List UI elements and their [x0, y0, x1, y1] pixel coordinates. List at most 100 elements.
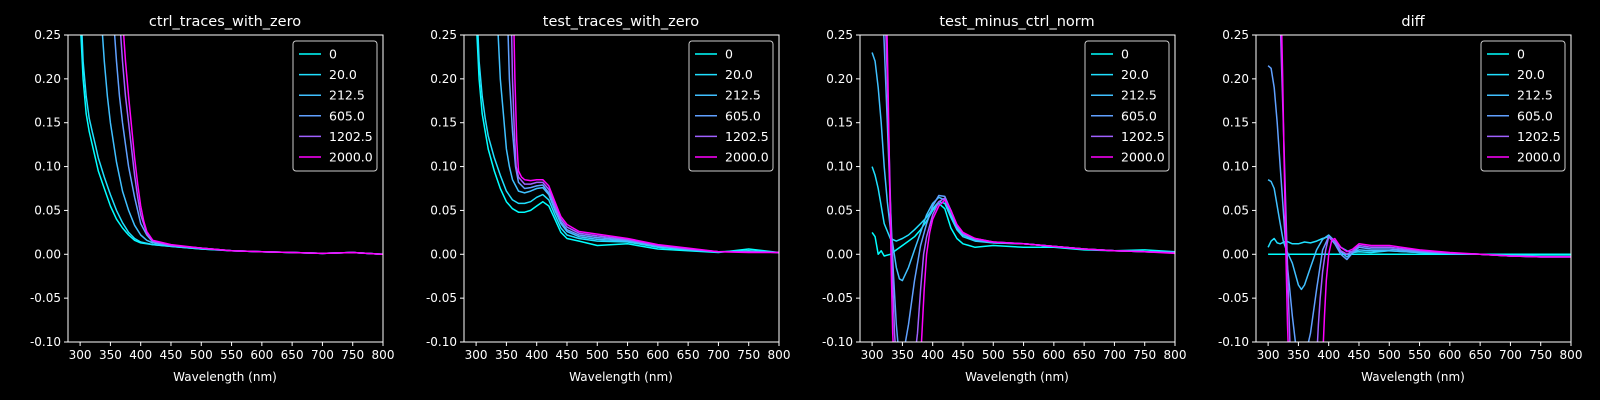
- y-tick-label: -0.05: [1218, 291, 1249, 305]
- x-tick-label: 350: [891, 348, 914, 362]
- y-tick-label: -0.05: [426, 291, 457, 305]
- series-line-2000.0: [513, 35, 779, 254]
- legend-entry: 1202.5: [1121, 129, 1165, 144]
- y-tick-label: 0.05: [34, 203, 61, 217]
- chart-panel-ctrl-traces: ctrl_traces_with_zero Wavelength (nm) 30…: [30, 14, 395, 384]
- x-tick-label: 300: [69, 348, 92, 362]
- x-tick-label: 800: [1560, 348, 1583, 362]
- legend-box: [1084, 40, 1170, 172]
- plot-frame: [859, 34, 1176, 343]
- x-tick-label: 350: [99, 348, 122, 362]
- legend-entry: 605.0: [329, 108, 365, 123]
- plot-frame: [67, 34, 384, 343]
- legend-box: [1480, 40, 1566, 172]
- legend-entry: 1202.5: [1517, 129, 1561, 144]
- legend-entry: 20.0: [725, 67, 753, 82]
- y-tick-label: 0.25: [34, 28, 61, 42]
- legend-entry: 212.5: [329, 88, 365, 103]
- x-tick-label: 450: [1348, 348, 1371, 362]
- x-tick-label: 450: [556, 348, 579, 362]
- series-group: [476, 35, 779, 254]
- x-tick-label: 750: [737, 348, 760, 362]
- x-tick-label: 500: [586, 348, 609, 362]
- x-tick-label: 400: [1317, 348, 1340, 362]
- chart-panel-test-minus-ctrl-norm: test_minus_ctrl_norm Wavelength (nm) 300…: [822, 14, 1187, 384]
- x-tick-label: 800: [1164, 348, 1187, 362]
- chart-title: test_traces_with_zero: [543, 14, 700, 30]
- x-tick-label: 500: [982, 348, 1005, 362]
- x-tick-label: 300: [465, 348, 488, 362]
- x-tick-label: 600: [1042, 348, 1065, 362]
- legend-entry: 1202.5: [725, 129, 769, 144]
- series-group: [1267, 35, 1571, 342]
- x-tick-label: 300: [1257, 348, 1280, 362]
- x-tick-label: 550: [1408, 348, 1431, 362]
- x-tick-label: 600: [646, 348, 669, 362]
- y-tick-label: -0.10: [30, 335, 61, 349]
- legend-entry: 0: [1517, 47, 1525, 62]
- x-tick-label: 500: [190, 348, 213, 362]
- y-tick-label: 0.00: [34, 247, 61, 261]
- x-tick-label: 600: [250, 348, 273, 362]
- series-line-2000.0: [1281, 35, 1571, 342]
- y-tick-label: -0.05: [30, 291, 61, 305]
- x-tick-label: 600: [1438, 348, 1461, 362]
- x-tick-label: 550: [1012, 348, 1035, 362]
- y-tick-label: 0.25: [826, 28, 853, 42]
- plot-frame: [463, 34, 780, 343]
- y-tick-label: 0.10: [34, 160, 61, 174]
- series-line-20.0: [477, 35, 779, 254]
- legend-entry: 212.5: [725, 88, 761, 103]
- legend-entry: 0: [1121, 47, 1129, 62]
- y-tick-label: 0.10: [826, 160, 853, 174]
- legend-entry: 0: [725, 47, 733, 62]
- y-tick-label: 0.15: [826, 116, 853, 130]
- x-tick-label: 650: [677, 348, 700, 362]
- legend-entry: 0: [329, 47, 337, 62]
- legend-entry: 212.5: [1517, 88, 1553, 103]
- y-tick-label: 0.25: [430, 28, 457, 42]
- x-tick-label: 750: [1133, 348, 1156, 362]
- y-tick-label: 0.15: [34, 116, 61, 130]
- x-tick-label: 800: [372, 348, 395, 362]
- y-tick-label: 0.10: [430, 160, 457, 174]
- chart-title: test_minus_ctrl_norm: [939, 14, 1094, 30]
- x-tick-label: 750: [1529, 348, 1552, 362]
- legend-entry: 1202.5: [329, 129, 373, 144]
- chart-panel-diff: diff Wavelength (nm) 300 350 400 450 500 550 6…: [1218, 14, 1583, 384]
- x-axis-label: Wavelength (nm): [173, 370, 277, 384]
- x-tick-label: 700: [311, 348, 334, 362]
- x-tick-label: 700: [1103, 348, 1126, 362]
- legend-entry: 2000.0: [725, 150, 769, 165]
- legend-entry: 605.0: [725, 108, 761, 123]
- legend: 0 20.0 212.5 605.0 1202.5 2000.0: [1084, 40, 1170, 172]
- legend: 0 20.0 212.5 605.0 1202.5 2000.0: [1480, 40, 1566, 172]
- x-tick-label: 700: [1499, 348, 1522, 362]
- legend: 0 20.0 212.5 605.0 1202.5 2000.0: [292, 40, 378, 172]
- y-tick-label: 0.20: [34, 72, 61, 86]
- legend-entry: 2000.0: [329, 150, 373, 165]
- x-tick-label: 500: [1378, 348, 1401, 362]
- chart-title: ctrl_traces_with_zero: [149, 14, 301, 30]
- x-tick-label: 300: [861, 348, 884, 362]
- y-tick-label: 0.00: [826, 247, 853, 261]
- legend-entry: 20.0: [1121, 67, 1149, 82]
- legend: 0 20.0 212.5 605.0 1202.5 2000.0: [688, 40, 774, 172]
- legend-entry: 20.0: [1517, 67, 1545, 82]
- x-tick-label: 400: [921, 348, 944, 362]
- x-axis-label: Wavelength (nm): [965, 370, 1069, 384]
- x-tick-label: 750: [341, 348, 364, 362]
- legend-entry: 2000.0: [1121, 150, 1165, 165]
- x-tick-label: 650: [1469, 348, 1492, 362]
- y-tick-label: -0.10: [822, 335, 853, 349]
- y-tick-label: -0.10: [1218, 335, 1249, 349]
- series-group: [80, 35, 383, 256]
- legend-box: [688, 40, 774, 172]
- plot-frame: [1255, 34, 1572, 343]
- y-tick-label: 0.05: [826, 203, 853, 217]
- y-tick-label: 0.05: [430, 203, 457, 217]
- series-line-2000.0: [122, 35, 383, 256]
- x-tick-label: 400: [525, 348, 548, 362]
- y-tick-label: 0.15: [1222, 116, 1249, 130]
- x-tick-label: 450: [160, 348, 183, 362]
